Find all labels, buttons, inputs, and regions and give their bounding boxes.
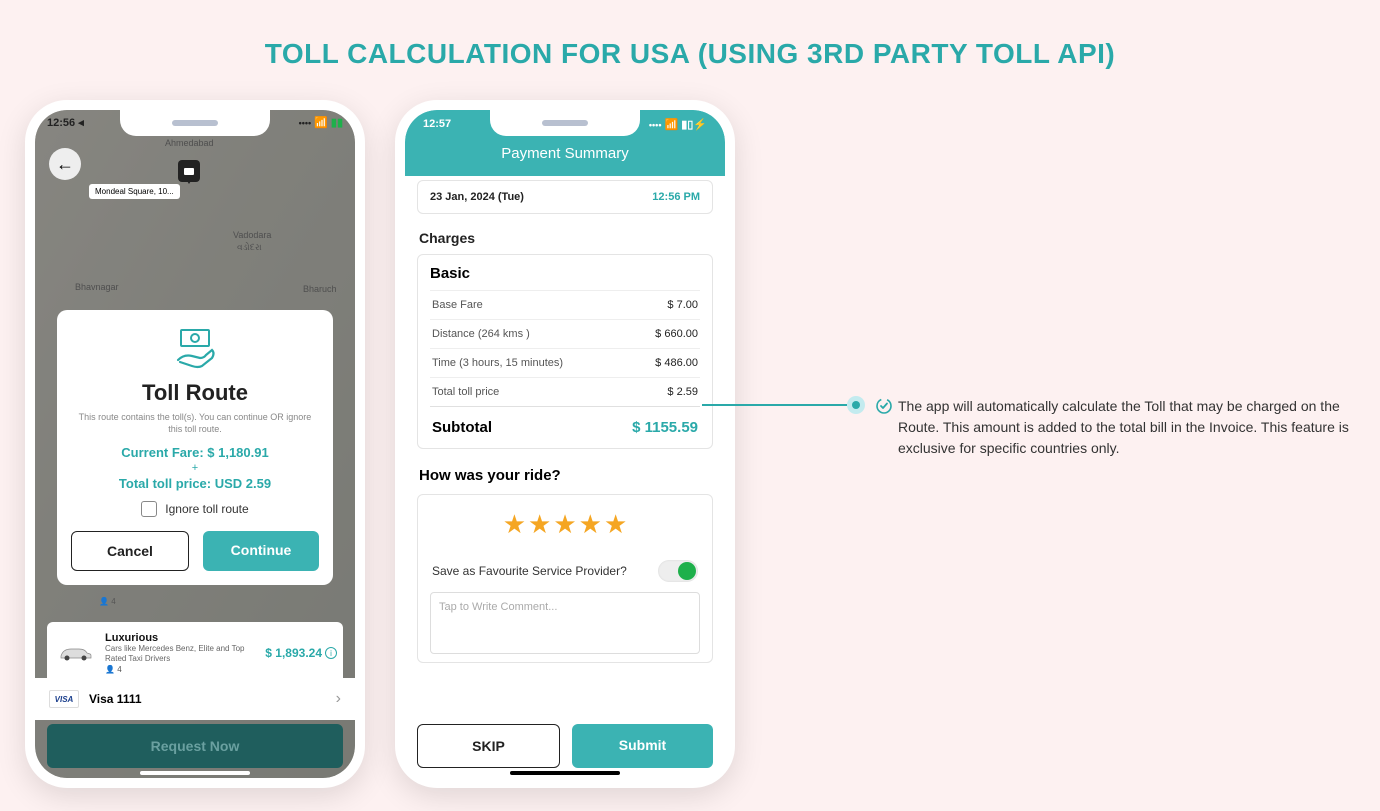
status-indicators: •••• 📶 ▮▯⚡ — [649, 118, 707, 131]
ride-rating-heading: How was your ride? — [419, 467, 711, 484]
charge-row: Distance (264 kms ) $ 660.00 — [430, 319, 700, 348]
charge-value: $ 2.59 — [667, 386, 698, 398]
star-icon[interactable]: ★ — [604, 509, 627, 540]
favourite-toggle[interactable] — [658, 560, 698, 582]
service-subtitle: Cars like Mercedes Benz, Elite and Top R… — [105, 644, 257, 663]
address-pill[interactable]: Mondeal Square, 10... — [89, 184, 180, 199]
check-circle-icon — [876, 398, 892, 414]
status-time: 12:56 ◂ — [47, 116, 84, 129]
star-icon[interactable]: ★ — [503, 509, 526, 540]
current-fare-label: Current Fare: $ 1,180.91 — [71, 445, 319, 460]
charge-row: Base Fare $ 7.00 — [430, 290, 700, 319]
comment-input[interactable]: Tap to Write Comment... — [430, 592, 700, 654]
passenger-count: 👤 4 — [99, 597, 343, 606]
home-indicator — [140, 771, 250, 775]
charge-value: $ 7.00 — [667, 299, 698, 311]
continue-button[interactable]: Continue — [203, 531, 319, 571]
submit-button[interactable]: Submit — [572, 724, 713, 768]
header-title: Payment Summary — [405, 131, 725, 176]
charges-heading: Charges — [419, 230, 711, 246]
status-indicators: •••• 📶 ▮▮ — [299, 116, 343, 129]
annotation-text: The app will automatically calculate the… — [898, 396, 1358, 459]
subtotal-row: Subtotal $ 1155.59 — [430, 406, 700, 448]
plus-separator: + — [71, 462, 319, 474]
charge-value: $ 486.00 — [655, 357, 698, 369]
visa-logo-icon: VISA — [49, 690, 79, 708]
charge-label: Time (3 hours, 15 minutes) — [432, 357, 563, 369]
charge-row: Time (3 hours, 15 minutes) $ 486.00 — [430, 348, 700, 377]
service-title: Luxurious — [105, 632, 257, 644]
subtotal-label: Subtotal — [432, 419, 492, 436]
service-card-partial: 👤 4 — [47, 595, 343, 606]
basic-heading: Basic — [430, 265, 700, 282]
page-title: TOLL CALCULATION FOR USA (USING 3RD PART… — [0, 0, 1380, 100]
rating-card: ★★★★★ Save as Favourite Service Provider… — [417, 494, 713, 663]
passenger-count: 👤 4 — [105, 665, 257, 674]
chevron-right-icon: › — [336, 690, 341, 708]
charge-label: Base Fare — [432, 299, 483, 311]
ride-time: 12:56 PM — [652, 191, 700, 203]
service-card-luxurious[interactable]: Luxurious Cars like Mercedes Benz, Elite… — [47, 622, 343, 684]
toll-route-modal: Toll Route This route contains the toll(… — [57, 310, 333, 585]
date-time-card: 23 Jan, 2024 (Tue) 12:56 PM — [417, 180, 713, 214]
payment-label: Visa 1111 — [89, 692, 326, 706]
star-icon[interactable]: ★ — [579, 509, 602, 540]
map-pin-icon — [178, 160, 200, 182]
phone-notch — [120, 110, 270, 136]
skip-button[interactable]: SKIP — [417, 724, 560, 768]
ride-date: 23 Jan, 2024 (Tue) — [430, 191, 524, 203]
ignore-toll-label: Ignore toll route — [165, 502, 248, 516]
ignore-toll-checkbox-row[interactable]: Ignore toll route — [71, 501, 319, 517]
modal-description: This route contains the toll(s). You can… — [71, 412, 319, 435]
annotation-dot-icon — [847, 396, 865, 414]
checkbox-icon[interactable] — [141, 501, 157, 517]
star-rating[interactable]: ★★★★★ — [426, 509, 704, 540]
charges-card: Basic Base Fare $ 7.00 Distance (264 kms … — [417, 254, 713, 449]
subtotal-value: $ 1155.59 — [632, 419, 698, 436]
annotation-connector-line — [702, 404, 847, 406]
cancel-button[interactable]: Cancel — [71, 531, 189, 571]
phone-notch — [490, 110, 640, 136]
car-icon — [53, 639, 97, 667]
phone-payment-summary: 12:57 •••• 📶 ▮▯⚡ Payment Summary 23 Jan,… — [395, 100, 735, 788]
phone-toll-route: Ahmedabad Vadodara વડોદરા Bhavnagar Bhar… — [25, 100, 365, 788]
charge-label: Distance (264 kms ) — [432, 328, 530, 340]
favourite-label: Save as Favourite Service Provider? — [432, 564, 627, 578]
info-icon[interactable]: i — [325, 647, 337, 659]
payment-method-row[interactable]: VISA Visa 1111 › — [35, 678, 355, 720]
back-button[interactable]: ← — [49, 148, 81, 180]
charge-row: Total toll price $ 2.59 — [430, 377, 700, 406]
modal-title: Toll Route — [71, 380, 319, 406]
total-toll-label: Total toll price: USD 2.59 — [71, 476, 319, 491]
money-hand-icon — [170, 328, 220, 372]
status-time: 12:57 — [423, 118, 451, 131]
service-price: $ 1,893.24 — [265, 646, 322, 660]
star-icon[interactable]: ★ — [528, 509, 551, 540]
request-now-button[interactable]: Request Now — [47, 724, 343, 768]
home-indicator — [510, 771, 620, 775]
charge-label: Total toll price — [432, 386, 499, 398]
charge-value: $ 660.00 — [655, 328, 698, 340]
star-icon[interactable]: ★ — [553, 509, 576, 540]
